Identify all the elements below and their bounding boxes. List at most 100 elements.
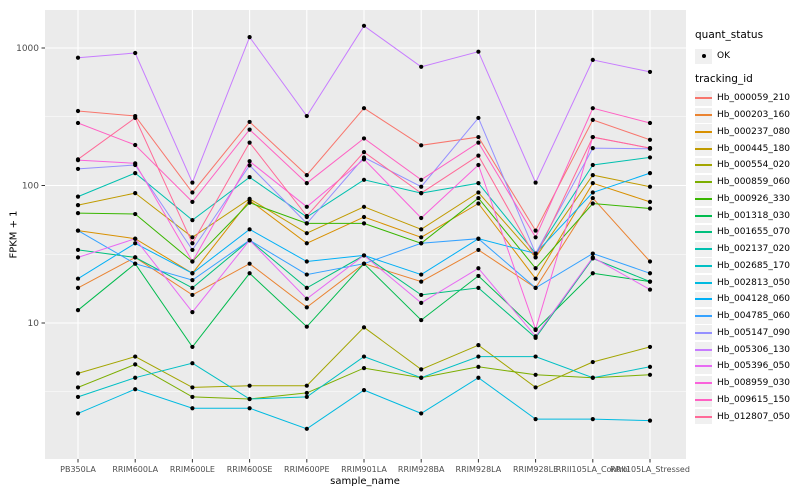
data-point <box>190 259 195 264</box>
data-point <box>647 171 653 176</box>
data-point <box>304 221 309 226</box>
legend-item-Hb_002685_170: Hb_002685_170 <box>695 258 790 275</box>
legend-item-label: Hb_002813_050 <box>717 277 791 288</box>
data-point <box>647 279 653 284</box>
legend-item-label: Hb_012807_050 <box>717 411 791 422</box>
legend-item-Hb_000203_160: Hb_000203_160 <box>695 107 790 124</box>
data-point <box>304 285 309 291</box>
data-point <box>75 203 81 208</box>
data-point <box>590 255 595 260</box>
legend-item-Hb_002137_020: Hb_002137_020 <box>695 241 790 258</box>
data-point <box>190 285 195 291</box>
legend-line-swatch <box>695 114 712 117</box>
data-point <box>133 115 138 121</box>
data-point <box>247 238 252 243</box>
legend-key-box <box>695 308 712 324</box>
data-point <box>304 241 309 246</box>
data-point <box>647 418 653 423</box>
data-point <box>361 325 367 330</box>
data-point <box>361 204 367 209</box>
data-point <box>590 181 595 186</box>
y-tick-label: 10 <box>28 319 40 329</box>
data-point <box>133 161 138 166</box>
data-point <box>419 215 424 221</box>
data-point <box>647 259 653 264</box>
data-point <box>190 292 195 298</box>
data-point <box>133 255 138 260</box>
data-point <box>133 236 138 241</box>
data-point <box>476 115 481 121</box>
data-point <box>247 119 252 125</box>
x-tick-label: RRIM901LA <box>341 465 387 474</box>
data-point <box>476 181 481 186</box>
data-point <box>247 175 252 180</box>
tracking-id-legend: Hb_000059_210 Hb_000203_160 Hb_000237_080 H… <box>695 90 790 425</box>
data-point <box>190 385 195 390</box>
legend-line-swatch <box>695 147 712 150</box>
legend-title-quant-status: quant_status <box>695 29 764 41</box>
data-point <box>361 354 367 359</box>
legend-key-box <box>695 124 712 140</box>
data-point <box>476 201 481 206</box>
data-point <box>361 106 367 111</box>
legend-line-swatch <box>695 415 712 418</box>
legend-line-swatch <box>695 97 712 100</box>
data-point <box>190 218 195 223</box>
legend-item-label: Hb_009615_150 <box>717 394 791 405</box>
data-point <box>133 387 138 392</box>
legend-item-label: Hb_000445_180 <box>717 143 791 154</box>
legend-line-swatch <box>695 298 712 301</box>
data-point <box>361 136 367 141</box>
legend-item-Hb_001655_070: Hb_001655_070 <box>695 224 790 241</box>
legend-item-label: Hb_005396_050 <box>717 361 791 372</box>
legend-line-swatch <box>695 281 712 284</box>
legend-key-box <box>695 208 712 224</box>
data-point <box>476 273 481 279</box>
data-point <box>133 375 138 380</box>
data-point <box>304 213 309 219</box>
data-point <box>419 317 424 323</box>
data-point <box>590 146 595 151</box>
legend-item-Hb_012807_050: Hb_012807_050 <box>695 408 790 425</box>
data-point <box>75 194 81 199</box>
data-point <box>590 173 595 178</box>
data-point <box>590 271 595 276</box>
data-point <box>75 285 81 291</box>
data-point <box>304 113 309 119</box>
data-point <box>133 191 138 196</box>
data-point <box>190 180 195 185</box>
x-tick-label: RRIM600PE <box>284 465 330 474</box>
data-point <box>647 344 653 350</box>
data-point <box>190 190 195 195</box>
legend-line-swatch <box>695 248 712 251</box>
data-point <box>590 195 595 201</box>
data-point <box>533 228 538 233</box>
data-point <box>133 362 138 367</box>
legend-line-swatch <box>695 231 712 234</box>
data-point <box>304 426 309 431</box>
legend-key-box <box>695 224 712 240</box>
legend-key-box <box>695 141 712 157</box>
data-point <box>476 343 481 348</box>
data-point <box>133 142 138 148</box>
data-point <box>647 364 653 369</box>
data-point <box>419 191 424 196</box>
data-point <box>75 276 81 281</box>
data-point <box>647 271 653 276</box>
data-point <box>304 181 309 186</box>
data-point <box>361 221 367 226</box>
legend-key-box <box>695 191 712 207</box>
data-point <box>304 259 309 264</box>
data-point <box>647 206 653 211</box>
legend-title-tracking-id: tracking_id <box>695 73 753 85</box>
data-point <box>361 157 367 162</box>
legend-key-box <box>695 48 712 64</box>
y-axis-title: FPKM + 1 <box>8 210 20 259</box>
legend-item-Hb_000237_080: Hb_000237_080 <box>695 124 790 141</box>
legend-line-swatch <box>695 181 712 184</box>
legend-line-swatch <box>695 348 712 351</box>
data-point <box>476 285 481 291</box>
legend-item-quant-ok: OK <box>695 46 730 66</box>
